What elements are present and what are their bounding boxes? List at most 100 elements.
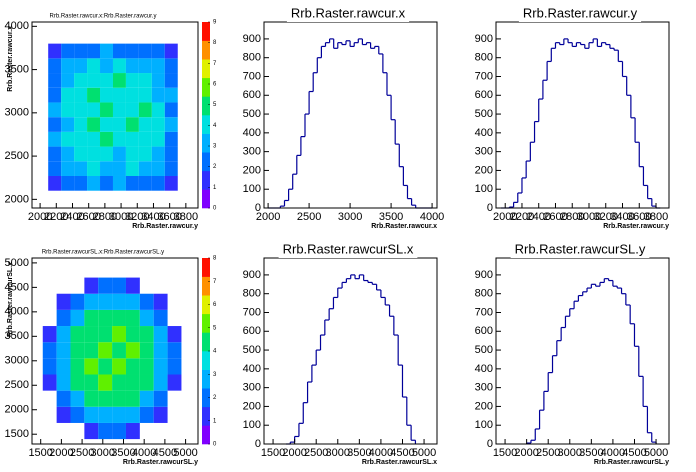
frame-bg — [496, 258, 669, 444]
heat-cell — [125, 146, 139, 162]
x-tick-label: 3400 — [141, 211, 165, 223]
heat-cell — [125, 117, 139, 132]
y-tick-label: 0 — [255, 202, 261, 214]
x-tick-label: 2800 — [560, 211, 584, 223]
heat-cell — [151, 131, 165, 147]
palette-segment — [202, 59, 210, 79]
z-tick-label: 7 — [213, 61, 217, 67]
heat-cell — [48, 146, 62, 162]
y-tick-label: 400 — [475, 127, 493, 139]
x-tick-label: 3800 — [644, 211, 668, 223]
heat-cell — [56, 293, 71, 310]
heat-cell — [112, 342, 126, 359]
frame — [31, 257, 199, 445]
heat-cell — [125, 73, 139, 88]
heat-cell — [151, 102, 165, 118]
heat-cell — [98, 406, 113, 423]
heat-cell — [125, 161, 139, 176]
heat-cell — [164, 87, 178, 103]
heat-cell — [87, 87, 101, 103]
heat-cell — [164, 43, 178, 59]
heat-cell — [138, 146, 152, 162]
heat-cell — [138, 73, 152, 88]
heat-cell — [61, 73, 75, 88]
heat-cell — [61, 161, 75, 176]
title-box — [278, 242, 418, 258]
heat-cell — [70, 326, 85, 343]
pad: 2000 2500 3000 3500 4000 0 100 200 300 400 500 600 7… — [243, 5, 445, 229]
palette-segment — [202, 133, 210, 153]
y-tick-label: 700 — [243, 70, 261, 82]
heat-cell — [125, 374, 140, 391]
heat-cell — [87, 58, 101, 74]
y-tick-label: 900 — [243, 269, 261, 281]
x-tick-label: 3000 — [91, 447, 115, 459]
heat-cell — [125, 131, 139, 147]
heat-cell — [151, 87, 165, 103]
heat-cell — [74, 73, 88, 88]
x-tick-label: 2200 — [44, 211, 68, 223]
pad: 0123456789Rrb.Raster.rawcur.x20002200240… — [5, 12, 217, 230]
x-axis-label: Rrb.Raster.rawcur.y — [603, 223, 669, 230]
heat-cell — [125, 43, 139, 59]
heat-cell — [112, 309, 126, 327]
heat-cell — [151, 117, 165, 132]
palette-segment — [202, 369, 210, 389]
heat-cell — [167, 342, 182, 359]
palette-segment — [202, 152, 210, 172]
palette-segment — [202, 22, 210, 41]
heat-cell — [84, 326, 99, 343]
heat-cell — [48, 161, 62, 176]
heat-cell — [42, 358, 57, 375]
palette-segment — [202, 425, 210, 445]
x-axis-label: Rrb.Raster.rawcurSL.y — [123, 459, 198, 466]
heat-cell — [112, 406, 126, 423]
heat-cell — [70, 342, 85, 359]
heat-cell — [42, 326, 57, 343]
title-box — [518, 6, 642, 22]
heat-cell — [138, 117, 152, 132]
z-tick-label: 5 — [213, 102, 217, 108]
heat-cell — [151, 58, 165, 74]
heat-cell — [125, 277, 140, 294]
heat-cell — [112, 117, 126, 132]
x-tick-label: 2600 — [76, 211, 100, 223]
heat-cell — [112, 293, 126, 310]
heat-cell — [61, 58, 75, 74]
pad: 2000220024002600280030003200340036003800… — [475, 5, 670, 230]
heat-cell — [138, 58, 152, 74]
y-tick-label: 0 — [255, 438, 261, 450]
heat-cell — [42, 342, 57, 359]
x-tick-label: 4000 — [132, 447, 156, 459]
pad-title: Rrb.Raster.rawcurSL.y — [515, 241, 646, 256]
heat-cell — [139, 293, 154, 310]
heat-cell — [125, 390, 140, 407]
x-tick-label: 3000 — [558, 447, 582, 459]
heat-cell — [61, 175, 75, 191]
z-tick-label: 2 — [213, 395, 217, 401]
palette-segment — [202, 170, 210, 190]
heat-cell — [98, 326, 113, 343]
y-tick-label: 500 — [475, 344, 493, 356]
x-tick-label: 1500 — [493, 447, 517, 459]
y-tick-label: 3500 — [5, 330, 29, 342]
heat-cell — [139, 374, 154, 391]
x-tick-label: 2000 — [493, 211, 517, 223]
heat-cell — [112, 374, 126, 391]
pad-title: Rrb.Raster.rawcurSL.x — [283, 241, 414, 256]
heat-cell — [87, 117, 101, 132]
heat-cell — [151, 43, 165, 59]
heat-cell — [153, 390, 168, 407]
y-tick-label: 100 — [243, 419, 261, 431]
heat-cell — [61, 131, 75, 147]
y-tick-label: 600 — [243, 89, 261, 101]
heat-cell — [153, 374, 168, 391]
heat-cell — [100, 146, 113, 162]
z-tick-label: 4 — [213, 349, 217, 355]
x-tick-label: 3400 — [610, 211, 634, 223]
y-tick-label: 0 — [487, 202, 493, 214]
heat-cell — [125, 87, 139, 103]
heat-cell — [125, 406, 140, 423]
